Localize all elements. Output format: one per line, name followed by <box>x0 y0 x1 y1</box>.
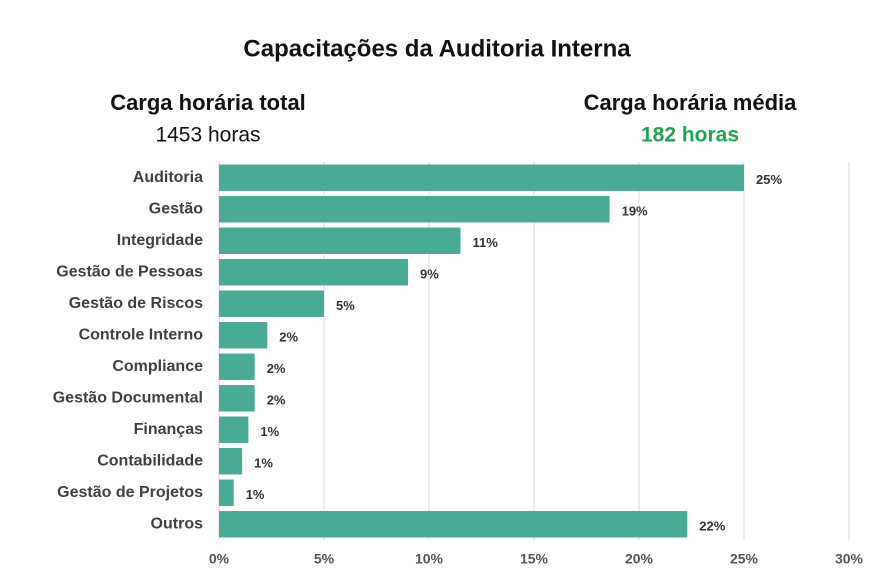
x-tick-label: 30% <box>835 551 864 567</box>
y-tick-label: Gestão <box>149 200 203 217</box>
x-tick-label: 15% <box>520 551 549 567</box>
bar <box>219 511 688 538</box>
x-tick-label: 10% <box>415 551 444 567</box>
bar <box>219 479 234 506</box>
average-value: 182 horas <box>641 124 739 147</box>
data-label: 2% <box>267 393 286 408</box>
data-label: 2% <box>279 330 298 345</box>
bar <box>219 385 255 412</box>
data-label: 5% <box>336 298 355 313</box>
bar <box>219 353 255 380</box>
y-tick-label: Gestão Documental <box>53 389 203 406</box>
bar <box>219 196 610 223</box>
data-label: 2% <box>267 361 286 376</box>
x-tick-label: 0% <box>209 551 230 567</box>
y-tick-label: Gestão de Projetos <box>57 484 203 501</box>
y-tick-label: Integridade <box>117 232 203 249</box>
y-tick-label: Gestão de Riscos <box>69 295 203 312</box>
data-label: 1% <box>260 424 279 439</box>
bar <box>219 322 268 349</box>
y-tick-label: Outros <box>151 515 204 532</box>
y-tick-label: Controle Interno <box>79 326 204 343</box>
bar <box>219 227 461 254</box>
bar <box>219 416 249 443</box>
y-tick-label: Contabilidade <box>97 452 203 469</box>
chart-title: Capacitações da Auditoria Interna <box>243 35 631 62</box>
data-label: 1% <box>246 487 265 502</box>
data-label: 25% <box>756 172 782 187</box>
data-label: 19% <box>622 204 648 219</box>
bar <box>219 290 324 317</box>
y-tick-label: Auditoria <box>133 169 203 186</box>
x-tick-label: 25% <box>730 551 759 567</box>
total-label: Carga horária total <box>110 90 306 115</box>
x-tick-label: 20% <box>625 551 654 567</box>
data-label: 9% <box>420 267 439 282</box>
total-value: 1453 horas <box>155 124 260 147</box>
data-label: 1% <box>254 456 273 471</box>
y-tick-label: Compliance <box>112 358 203 375</box>
bar <box>219 164 744 191</box>
average-label: Carga horária média <box>584 90 798 115</box>
bar <box>219 448 243 475</box>
y-tick-label: Gestão de Pessoas <box>56 263 203 280</box>
data-label: 22% <box>699 519 725 534</box>
y-tick-label: Finanças <box>134 421 203 438</box>
x-tick-label: 5% <box>314 551 335 567</box>
data-label: 11% <box>473 235 499 250</box>
bar <box>219 259 408 286</box>
